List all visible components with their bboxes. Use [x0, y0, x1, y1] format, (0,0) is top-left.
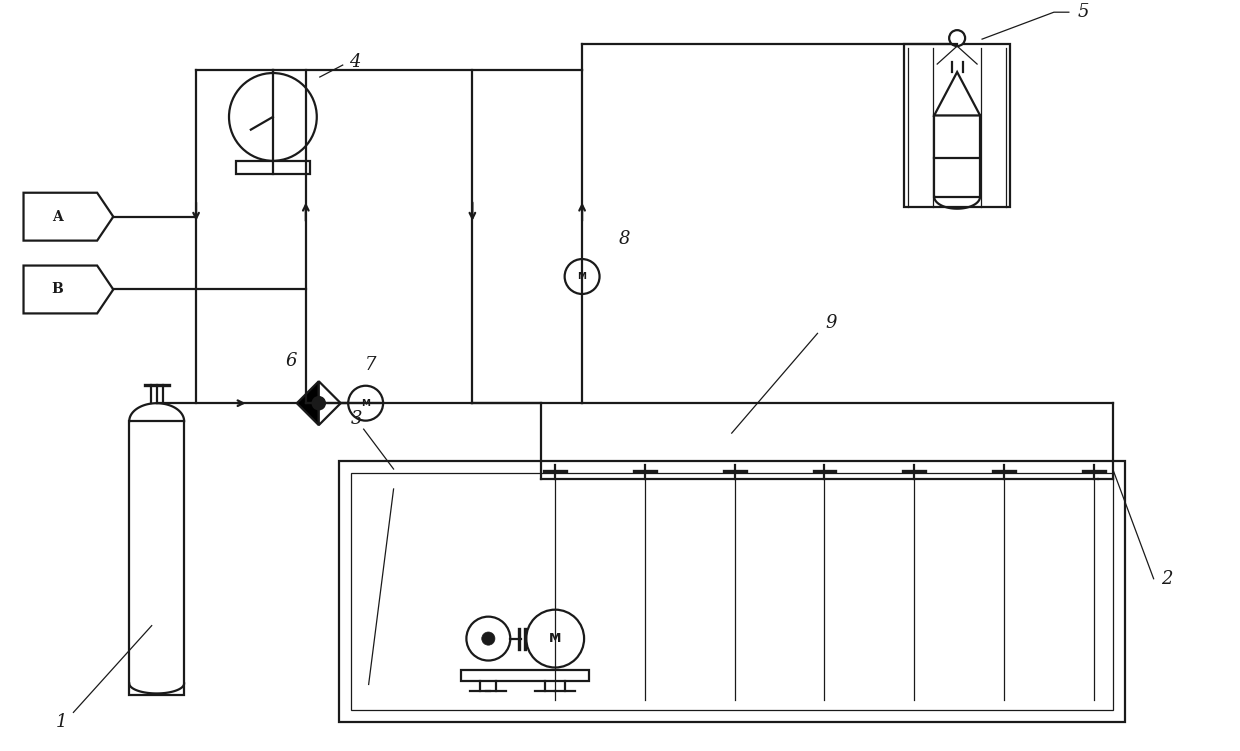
Text: 7: 7: [365, 356, 377, 374]
Circle shape: [348, 386, 383, 421]
Text: 9: 9: [826, 315, 837, 333]
Text: 4: 4: [348, 53, 361, 71]
Text: M: M: [549, 632, 562, 645]
Polygon shape: [934, 72, 980, 116]
Polygon shape: [24, 266, 113, 313]
Polygon shape: [319, 382, 341, 425]
Text: M: M: [361, 399, 371, 408]
Text: 8: 8: [619, 230, 630, 248]
Text: 1: 1: [56, 713, 67, 731]
Polygon shape: [24, 193, 113, 240]
Circle shape: [482, 632, 495, 645]
Bar: [236, 161, 310, 173]
Text: B: B: [52, 282, 63, 297]
Polygon shape: [296, 382, 319, 425]
Circle shape: [312, 397, 325, 409]
Text: 2: 2: [1161, 570, 1172, 588]
Circle shape: [564, 259, 600, 294]
Circle shape: [466, 617, 511, 661]
Bar: [934, 116, 980, 197]
Circle shape: [229, 73, 316, 161]
Circle shape: [949, 30, 965, 46]
Bar: [351, 473, 1112, 710]
Text: 3: 3: [351, 410, 362, 428]
Text: A: A: [52, 210, 63, 224]
Bar: [339, 461, 1125, 722]
Text: 6: 6: [285, 352, 296, 370]
Text: M: M: [578, 272, 587, 281]
Bar: [129, 421, 184, 695]
Bar: [461, 669, 589, 681]
Text: 5: 5: [1078, 3, 1090, 21]
Bar: [904, 44, 1011, 207]
Circle shape: [526, 610, 584, 668]
